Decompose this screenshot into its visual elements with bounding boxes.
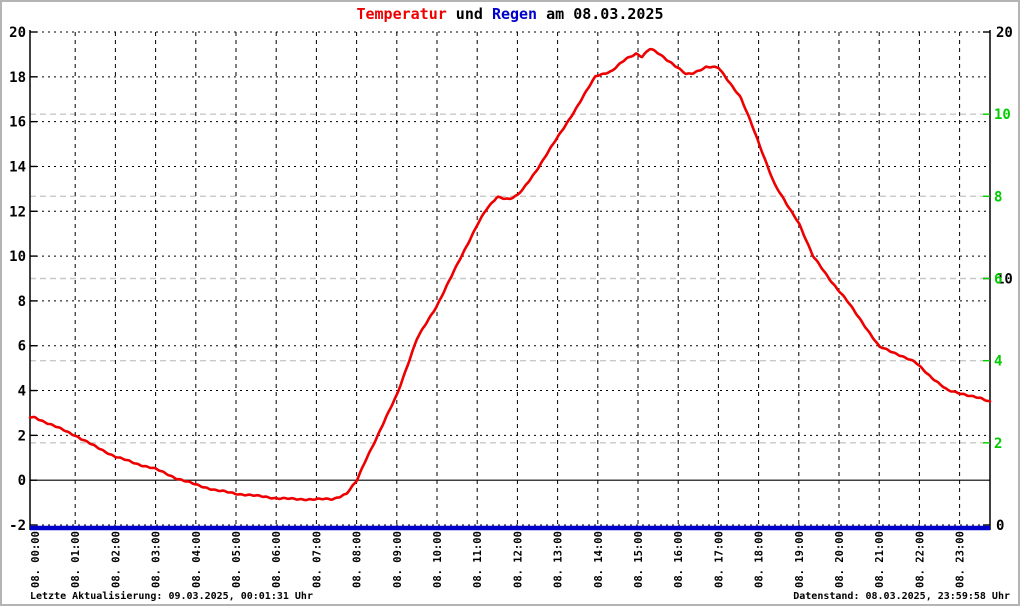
left-axis-label: 12 <box>9 204 26 220</box>
x-axis-label: 08. 09:00 <box>392 531 404 588</box>
right-axis-label-black: 0 <box>996 518 1004 534</box>
x-axis-label: 08. 12:00 <box>512 531 524 588</box>
left-axis-label: 20 <box>9 25 26 41</box>
x-axis-label: 08. 21:00 <box>874 531 886 588</box>
right-axis-label-black: 20 <box>996 25 1013 41</box>
left-axis-label: 18 <box>9 70 26 86</box>
x-axis-label: 08. 11:00 <box>472 531 484 588</box>
last-update-text: Letzte Aktualisierung: 09.03.2025, 00:01… <box>30 591 313 602</box>
x-axis-label: 08. 07:00 <box>311 531 323 588</box>
left-axis-label: -2 <box>9 518 26 534</box>
x-axis-label: 08. 17:00 <box>713 531 725 588</box>
x-axis-label: 08. 01:00 <box>70 531 82 588</box>
right-axis-label-green: 2 <box>994 436 1002 452</box>
x-axis-label: 08. 19:00 <box>794 531 806 588</box>
title-temperatur: Temperatur <box>356 5 447 23</box>
right-axis-label-green: 10 <box>994 107 1011 123</box>
title-und: und <box>446 5 492 23</box>
left-axis-label: 16 <box>9 115 26 131</box>
x-axis-label: 08. 15:00 <box>633 531 645 588</box>
x-axis-label: 08. 05:00 <box>231 531 243 588</box>
x-axis-label: 08. 16:00 <box>673 531 685 588</box>
left-axis-label: 8 <box>18 294 26 310</box>
right-axis-label-green: 4 <box>994 354 1002 370</box>
title-regen: Regen <box>491 5 538 23</box>
x-axis-label: 08. 02:00 <box>110 531 122 588</box>
data-timestamp-text: Datenstand: 08.03.2025, 23:59:58 Uhr <box>793 591 1010 602</box>
chart-title: Temperatur und Regen am 08.03.2025 <box>2 5 1018 23</box>
title-date: am 08.03.2025 <box>537 5 664 23</box>
x-axis-label: 08. 00:00 <box>30 531 42 588</box>
x-axis-label: 08. 23:00 <box>955 531 967 588</box>
x-axis-label: 08. 04:00 <box>191 531 203 588</box>
x-axis-label: 08. 13:00 <box>553 531 565 588</box>
left-axis-label: 4 <box>18 384 26 400</box>
x-axis-label: 08. 20:00 <box>834 531 846 588</box>
left-axis-label: 0 <box>18 473 26 489</box>
x-axis-label: 08. 08:00 <box>352 531 364 588</box>
x-axis-label: 08. 03:00 <box>151 531 163 588</box>
right-axis-label-green: 6 <box>994 272 1002 288</box>
right-axis-label-black: 10 <box>996 272 1013 288</box>
left-axis-label: 2 <box>18 428 26 444</box>
x-axis-label: 08. 18:00 <box>754 531 766 588</box>
left-axis-label: 6 <box>18 339 26 355</box>
x-axis-label: 08. 22:00 <box>914 531 926 588</box>
left-axis-label: 10 <box>9 249 26 265</box>
left-axis-label: 14 <box>9 159 26 175</box>
right-axis-label-green: 8 <box>994 189 1002 205</box>
temperature-line <box>28 47 992 502</box>
x-axis-label: 08. 06:00 <box>271 531 283 588</box>
x-axis-label: 08. 10:00 <box>432 531 444 588</box>
x-axis-label: 08. 14:00 <box>593 531 605 588</box>
